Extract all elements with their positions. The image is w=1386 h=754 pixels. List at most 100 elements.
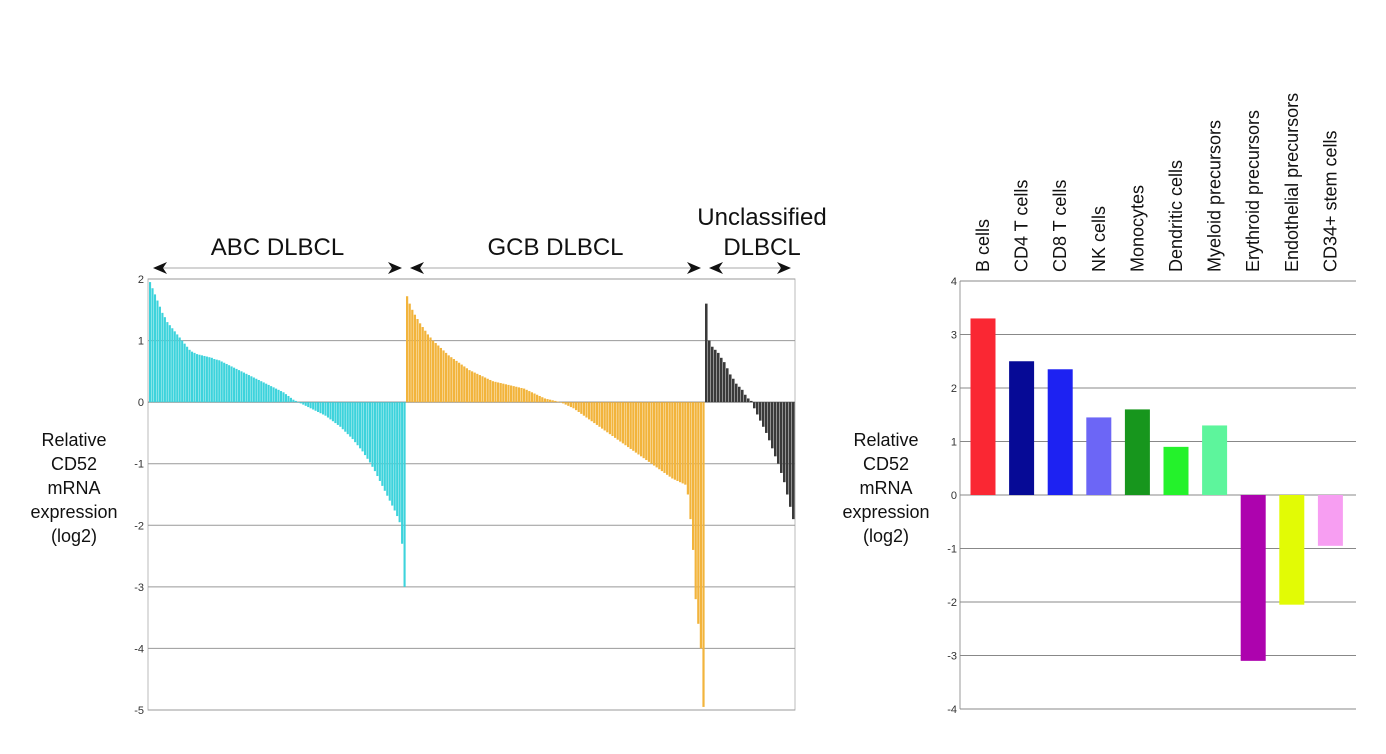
bar-1-60 (562, 402, 565, 404)
bar-1-42 (515, 386, 518, 403)
bar-1-17 (450, 357, 453, 403)
bar-0-74 (331, 402, 334, 422)
bar-1-87 (632, 402, 635, 451)
bar-1-110 (692, 402, 695, 550)
right-y-tick-label: -1 (947, 544, 957, 556)
group-arrow-head-left (410, 262, 424, 274)
bar-2-18 (759, 402, 762, 421)
group-label: GCB DLBCL (487, 234, 623, 261)
bar-0-17 (191, 351, 194, 403)
bar-0-53 (279, 391, 283, 403)
bar-0-23 (205, 356, 208, 403)
bar-0-47 (265, 383, 268, 403)
right-y-label-line: expression (842, 502, 930, 522)
bar-0-82 (351, 402, 354, 440)
bar-1-37 (502, 383, 505, 403)
bar-0-86 (361, 402, 364, 452)
bar-2-23 (774, 402, 777, 457)
bar-1-83 (621, 402, 625, 444)
bar-1-75 (601, 402, 604, 429)
bar-1-76 (603, 402, 606, 431)
bar-1-88 (634, 402, 638, 453)
bar-1-113 (699, 402, 703, 649)
bar-0-18 (193, 352, 196, 403)
bar-1-4 (416, 319, 419, 403)
right-y-tick-label: 3 (951, 330, 957, 342)
bar-1-54 (546, 399, 549, 403)
bar-1-50 (536, 394, 539, 403)
bar-1-40 (510, 385, 513, 403)
category-label: Myeloid precursors (1205, 120, 1225, 272)
bar-1-92 (645, 402, 648, 461)
cell-bar-0 (970, 318, 996, 495)
bar-0-100 (396, 402, 399, 517)
bar-1-29 (481, 376, 484, 403)
bar-0-15 (186, 346, 189, 403)
bar-1-108 (686, 402, 690, 495)
bar-1-96 (655, 402, 658, 468)
bar-1-78 (608, 402, 612, 435)
right-y-tick-label: 1 (951, 437, 957, 449)
category-label: CD4 T cells (1012, 180, 1032, 272)
bar-1-93 (647, 402, 651, 462)
bar-0-84 (356, 402, 359, 446)
bar-1-15 (445, 352, 448, 403)
bar-0-88 (366, 402, 369, 459)
bar-2-12 (741, 389, 744, 403)
bar-2-15 (750, 400, 753, 403)
bar-0-69 (319, 402, 322, 414)
bar-1-62 (567, 402, 570, 406)
bar-0-96 (386, 402, 389, 496)
bar-0-70 (321, 402, 325, 415)
bar-0-90 (371, 402, 374, 467)
right-y-tick-label: -3 (947, 651, 957, 663)
bar-2-19 (762, 402, 765, 427)
bar-1-3 (413, 314, 417, 403)
bar-0-1 (151, 288, 154, 403)
bar-0-58 (292, 399, 295, 403)
bar-0-38 (242, 372, 246, 403)
bar-0-27 (215, 359, 218, 403)
bar-0-3 (156, 300, 159, 403)
bar-1-85 (627, 402, 630, 448)
bar-0-8 (168, 325, 171, 403)
bar-0-87 (363, 402, 367, 456)
bar-1-68 (582, 402, 586, 416)
bar-1-25 (471, 371, 474, 403)
bar-0-94 (381, 402, 384, 486)
bar-2-5 (720, 357, 723, 403)
bar-1-114 (702, 402, 705, 707)
bar-0-30 (223, 362, 226, 403)
bar-1-41 (512, 386, 515, 403)
bar-0-4 (158, 306, 161, 403)
bar-0-40 (247, 375, 250, 403)
bar-2-10 (735, 383, 738, 403)
group-arrow-head-left (153, 262, 167, 274)
bar-1-64 (572, 402, 575, 409)
category-label: Erythroid precursors (1243, 110, 1263, 272)
bar-0-54 (282, 392, 285, 403)
bar-2-25 (780, 402, 783, 473)
bar-1-48 (530, 392, 534, 403)
bar-1-97 (658, 402, 661, 470)
bar-0-66 (312, 402, 315, 410)
left-y-tick-label: 1 (138, 336, 144, 348)
bar-1-2 (411, 309, 414, 403)
bar-0-9 (171, 328, 174, 403)
bar-1-61 (564, 402, 567, 405)
bar-1-72 (593, 402, 596, 424)
bar-0-63 (304, 402, 307, 406)
cell-bar-5 (1163, 446, 1189, 495)
bar-0-79 (344, 402, 347, 432)
bar-1-65 (575, 402, 578, 411)
bar-1-7 (424, 330, 427, 403)
bar-1-77 (606, 402, 609, 433)
group-arrow-head-right (388, 262, 402, 274)
bar-1-71 (590, 402, 593, 422)
bar-0-95 (383, 402, 386, 491)
bar-0-25 (210, 357, 213, 403)
category-label: B cells (973, 219, 993, 272)
bar-0-7 (166, 322, 169, 403)
group-arrow-head-right (687, 262, 701, 274)
